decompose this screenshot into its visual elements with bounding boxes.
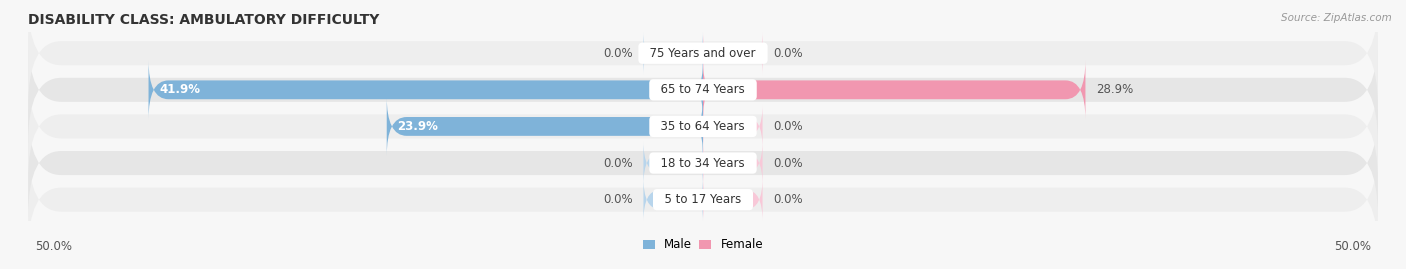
Text: 23.9%: 23.9% — [398, 120, 439, 133]
Legend: Male, Female: Male, Female — [638, 234, 768, 256]
FancyBboxPatch shape — [28, 110, 1378, 216]
FancyBboxPatch shape — [28, 73, 1378, 180]
FancyBboxPatch shape — [703, 60, 1085, 120]
FancyBboxPatch shape — [387, 97, 703, 156]
Text: 0.0%: 0.0% — [773, 157, 803, 169]
Text: 0.0%: 0.0% — [773, 47, 803, 60]
FancyBboxPatch shape — [703, 141, 762, 185]
Text: 75 Years and over: 75 Years and over — [643, 47, 763, 60]
FancyBboxPatch shape — [703, 104, 762, 148]
FancyBboxPatch shape — [644, 141, 703, 185]
Text: Source: ZipAtlas.com: Source: ZipAtlas.com — [1281, 13, 1392, 23]
Text: 50.0%: 50.0% — [35, 240, 72, 253]
FancyBboxPatch shape — [703, 31, 762, 75]
FancyBboxPatch shape — [28, 0, 1378, 107]
Text: 41.9%: 41.9% — [159, 83, 200, 96]
Text: 28.9%: 28.9% — [1097, 83, 1133, 96]
Text: 0.0%: 0.0% — [773, 193, 803, 206]
Text: 35 to 64 Years: 35 to 64 Years — [654, 120, 752, 133]
Text: 50.0%: 50.0% — [1334, 240, 1371, 253]
Text: 0.0%: 0.0% — [603, 47, 633, 60]
Text: 5 to 17 Years: 5 to 17 Years — [657, 193, 749, 206]
Text: 18 to 34 Years: 18 to 34 Years — [654, 157, 752, 169]
FancyBboxPatch shape — [149, 60, 703, 120]
FancyBboxPatch shape — [644, 178, 703, 222]
Text: 0.0%: 0.0% — [773, 120, 803, 133]
FancyBboxPatch shape — [644, 31, 703, 75]
Text: 0.0%: 0.0% — [603, 193, 633, 206]
FancyBboxPatch shape — [28, 37, 1378, 143]
FancyBboxPatch shape — [703, 178, 762, 222]
Text: 0.0%: 0.0% — [603, 157, 633, 169]
Text: DISABILITY CLASS: AMBULATORY DIFFICULTY: DISABILITY CLASS: AMBULATORY DIFFICULTY — [28, 13, 380, 27]
FancyBboxPatch shape — [28, 146, 1378, 253]
Text: 65 to 74 Years: 65 to 74 Years — [654, 83, 752, 96]
